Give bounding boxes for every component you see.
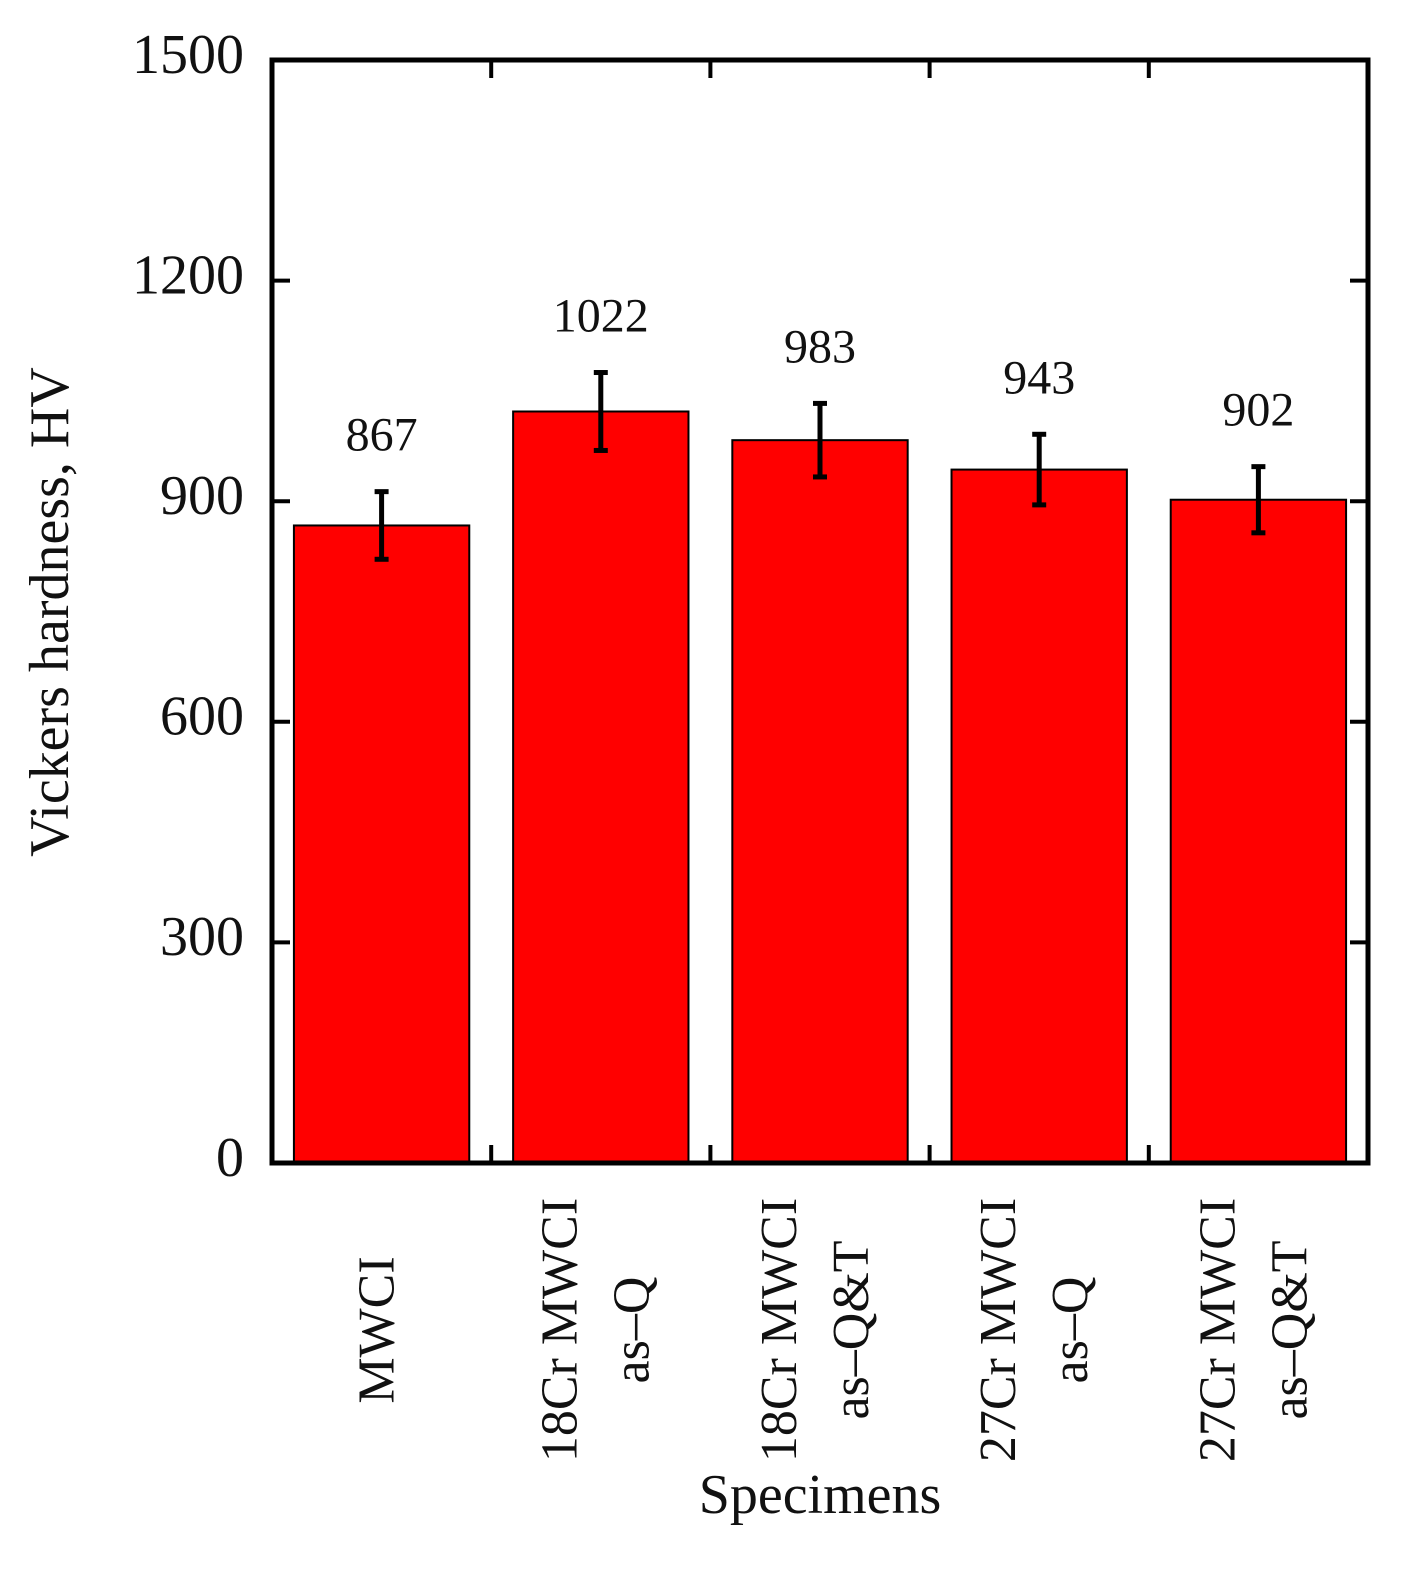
plot-frame bbox=[269, 57, 1371, 1166]
value-label: 902 bbox=[1222, 384, 1294, 437]
bar bbox=[512, 410, 690, 1164]
x-tick-label: as–Q&T bbox=[823, 1240, 880, 1419]
bar bbox=[292, 524, 471, 1164]
x-axis-label: Specimens bbox=[699, 1464, 942, 1526]
x-tick-label: 27Cr MWCI bbox=[1189, 1198, 1246, 1462]
y-axis-label: Vickers hardness, HV bbox=[19, 367, 81, 857]
x-tick-label: MWCI bbox=[349, 1256, 406, 1403]
value-label: 983 bbox=[784, 320, 856, 373]
value-label: 1022 bbox=[553, 290, 649, 343]
y-tick-label: 600 bbox=[160, 686, 244, 748]
bar bbox=[1169, 498, 1348, 1165]
y-tick-label: 1500 bbox=[132, 24, 244, 86]
bar bbox=[950, 468, 1128, 1164]
x-tick-label: 18Cr MWCI bbox=[532, 1198, 589, 1462]
y-tick-label: 300 bbox=[160, 906, 244, 968]
value-label: 867 bbox=[346, 409, 418, 462]
x-tick-label: 18Cr MWCI bbox=[751, 1198, 808, 1462]
y-tick-label: 900 bbox=[160, 465, 244, 527]
x-tick-label: 27Cr MWCI bbox=[970, 1198, 1027, 1462]
bar bbox=[731, 439, 909, 1164]
x-tick-label: as–Q&T bbox=[1261, 1240, 1318, 1419]
x-tick-label: as–Q bbox=[1042, 1277, 1099, 1384]
y-tick-label: 0 bbox=[216, 1127, 244, 1189]
value-label: 943 bbox=[1003, 351, 1075, 404]
y-tick-label: 1200 bbox=[132, 244, 244, 306]
x-tick-label: as–Q bbox=[604, 1277, 661, 1384]
